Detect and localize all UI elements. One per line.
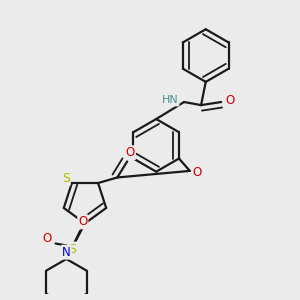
Text: S: S [62, 172, 70, 185]
Text: O: O [126, 146, 135, 159]
Text: O: O [42, 232, 52, 245]
Text: N: N [62, 246, 71, 259]
Text: S: S [69, 243, 76, 256]
Text: O: O [78, 215, 87, 228]
Text: O: O [225, 94, 235, 107]
Text: HN: HN [162, 95, 178, 106]
Text: O: O [192, 166, 201, 179]
